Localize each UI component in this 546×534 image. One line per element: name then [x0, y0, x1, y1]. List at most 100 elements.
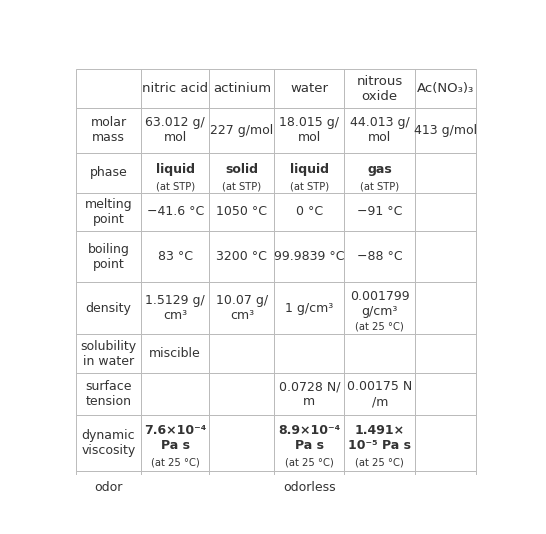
- Bar: [416, 373, 476, 415]
- Text: actinium: actinium: [213, 82, 271, 95]
- Bar: [209, 415, 275, 470]
- Text: gas: gas: [367, 163, 392, 176]
- Bar: [141, 334, 209, 373]
- Bar: [416, 470, 476, 505]
- Text: nitrous
oxide: nitrous oxide: [357, 75, 403, 103]
- Bar: [344, 108, 416, 153]
- Bar: [141, 153, 209, 193]
- Bar: [275, 108, 344, 153]
- Bar: [344, 334, 416, 373]
- Bar: [76, 69, 141, 108]
- Bar: [416, 153, 476, 193]
- Bar: [209, 69, 275, 108]
- Bar: [141, 470, 209, 505]
- Text: (at STP): (at STP): [156, 182, 195, 192]
- Text: 0.001799
g/cm³: 0.001799 g/cm³: [350, 290, 410, 318]
- Bar: [209, 282, 275, 334]
- Text: 8.9×10⁻⁴
Pa s: 8.9×10⁻⁴ Pa s: [278, 425, 340, 452]
- Bar: [344, 415, 416, 470]
- Text: Ac(NO₃)₃: Ac(NO₃)₃: [417, 82, 474, 95]
- Text: dynamic
viscosity: dynamic viscosity: [81, 429, 135, 457]
- Bar: [275, 69, 344, 108]
- Bar: [76, 415, 141, 470]
- Text: 0.0728 N/
m: 0.0728 N/ m: [278, 380, 340, 408]
- Text: 413 g/mol: 413 g/mol: [414, 124, 477, 137]
- Text: (at STP): (at STP): [360, 182, 399, 192]
- Bar: [275, 282, 344, 334]
- Bar: [275, 193, 344, 231]
- Bar: [76, 108, 141, 153]
- Text: solid: solid: [225, 163, 258, 176]
- Text: 3200 °C: 3200 °C: [216, 250, 268, 263]
- Text: 63.012 g/
mol: 63.012 g/ mol: [145, 116, 205, 144]
- Bar: [344, 373, 416, 415]
- Bar: [416, 415, 476, 470]
- Bar: [416, 334, 476, 373]
- Text: 44.013 g/
mol: 44.013 g/ mol: [350, 116, 410, 144]
- Bar: [416, 231, 476, 282]
- Text: 1.5129 g/
cm³: 1.5129 g/ cm³: [145, 294, 205, 322]
- Text: 0.00175 N
/m: 0.00175 N /m: [347, 380, 412, 408]
- Text: solubility
in water: solubility in water: [80, 340, 136, 367]
- Bar: [275, 231, 344, 282]
- Bar: [416, 69, 476, 108]
- Bar: [209, 373, 275, 415]
- Text: 1 g/cm³: 1 g/cm³: [285, 302, 334, 315]
- Text: 99.9839 °C: 99.9839 °C: [274, 250, 345, 263]
- Text: density: density: [86, 302, 132, 315]
- Text: 18.015 g/
mol: 18.015 g/ mol: [279, 116, 339, 144]
- Bar: [344, 153, 416, 193]
- Bar: [344, 282, 416, 334]
- Bar: [209, 334, 275, 373]
- Bar: [344, 231, 416, 282]
- Text: (at 25 °C): (at 25 °C): [355, 457, 404, 467]
- Text: 1.491×
10⁻⁵ Pa s: 1.491× 10⁻⁵ Pa s: [348, 425, 411, 452]
- Bar: [209, 470, 275, 505]
- Bar: [275, 415, 344, 470]
- Bar: [141, 282, 209, 334]
- Text: 7.6×10⁻⁴
Pa s: 7.6×10⁻⁴ Pa s: [144, 425, 206, 452]
- Bar: [416, 193, 476, 231]
- Bar: [209, 108, 275, 153]
- Bar: [141, 193, 209, 231]
- Text: phase: phase: [90, 166, 127, 179]
- Text: water: water: [290, 82, 328, 95]
- Text: boiling
point: boiling point: [87, 242, 129, 271]
- Bar: [76, 470, 141, 505]
- Bar: [209, 153, 275, 193]
- Text: 227 g/mol: 227 g/mol: [210, 124, 274, 137]
- Bar: [275, 153, 344, 193]
- Bar: [76, 193, 141, 231]
- Bar: [76, 334, 141, 373]
- Text: liquid: liquid: [156, 163, 195, 176]
- Bar: [275, 373, 344, 415]
- Text: −91 °C: −91 °C: [357, 206, 402, 218]
- Bar: [275, 470, 344, 505]
- Text: surface
tension: surface tension: [85, 380, 132, 408]
- Bar: [141, 415, 209, 470]
- Text: 1050 °C: 1050 °C: [216, 206, 268, 218]
- Bar: [141, 231, 209, 282]
- Text: miscible: miscible: [149, 347, 201, 360]
- Bar: [141, 373, 209, 415]
- Bar: [141, 108, 209, 153]
- Text: nitric acid: nitric acid: [142, 82, 208, 95]
- Bar: [344, 193, 416, 231]
- Bar: [275, 334, 344, 373]
- Text: −41.6 °C: −41.6 °C: [146, 206, 204, 218]
- Text: melting
point: melting point: [85, 198, 132, 226]
- Text: (at 25 °C): (at 25 °C): [355, 321, 404, 332]
- Text: 0 °C: 0 °C: [296, 206, 323, 218]
- Text: −88 °C: −88 °C: [357, 250, 402, 263]
- Text: liquid: liquid: [290, 163, 329, 176]
- Bar: [76, 153, 141, 193]
- Bar: [209, 193, 275, 231]
- Bar: [344, 470, 416, 505]
- Text: 83 °C: 83 °C: [158, 250, 193, 263]
- Bar: [416, 108, 476, 153]
- Text: (at 25 °C): (at 25 °C): [285, 457, 334, 467]
- Text: (at 25 °C): (at 25 °C): [151, 457, 200, 467]
- Text: odorless: odorless: [283, 481, 336, 494]
- Bar: [344, 69, 416, 108]
- Bar: [76, 231, 141, 282]
